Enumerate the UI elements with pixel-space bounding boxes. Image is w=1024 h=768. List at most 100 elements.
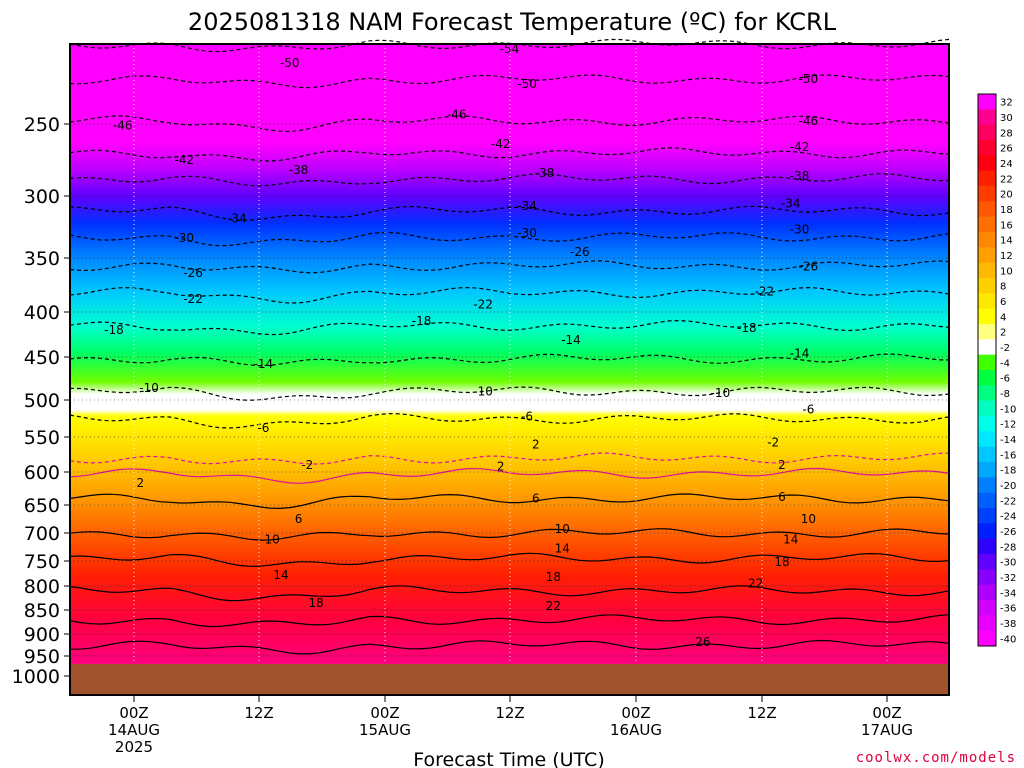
contour-label: -22 bbox=[473, 297, 493, 311]
contour-label: -46 bbox=[447, 107, 467, 121]
colorbar-swatch bbox=[978, 94, 996, 110]
colorbar-label: -22 bbox=[1000, 496, 1016, 507]
contour--14 bbox=[69, 353, 950, 367]
y-tick-label: 400 bbox=[24, 302, 60, 324]
contour-labels: -50 -54 -50 -50 -46 -46 -46 -42 -42 -42 -38 -38 -38 -… bbox=[104, 42, 818, 649]
contour-label: -38 bbox=[289, 163, 309, 177]
colorbar-label: -40 bbox=[1000, 634, 1016, 645]
contour-label: -50 bbox=[799, 72, 819, 86]
y-tick-label: 1000 bbox=[12, 666, 60, 688]
contour-label: -18 bbox=[412, 314, 432, 328]
contour-label: -34 bbox=[227, 211, 247, 225]
colorbar-swatch bbox=[978, 339, 996, 356]
contour-label: 18 bbox=[546, 570, 561, 584]
y-tick-label: 250 bbox=[24, 114, 60, 136]
y-tick-label: 800 bbox=[24, 576, 60, 598]
contour-label: 14 bbox=[555, 542, 570, 556]
colorbar-swatch bbox=[978, 278, 996, 294]
colorbar-swatch bbox=[978, 201, 996, 218]
x-tick-label: 00Z bbox=[119, 704, 148, 722]
contour-label: 10 bbox=[801, 512, 816, 526]
x-tick-label: 12Z bbox=[747, 704, 776, 722]
contour-label: 18 bbox=[774, 555, 789, 569]
y-tick-label: 900 bbox=[24, 624, 60, 646]
x-tick-label: 16AUG bbox=[610, 721, 662, 739]
contour-10 bbox=[69, 528, 950, 541]
colorbar-label: -2 bbox=[1000, 343, 1010, 354]
colorbar-label: -12 bbox=[1000, 420, 1016, 431]
contour-label: -46 bbox=[799, 114, 819, 128]
y-tick-label: 850 bbox=[24, 600, 60, 622]
colorbar-label: 32 bbox=[1000, 98, 1013, 109]
contour-label: 10 bbox=[555, 522, 570, 536]
colorbar-label: -18 bbox=[1000, 466, 1016, 477]
colorbar-label: -38 bbox=[1000, 619, 1016, 630]
contour-label: -30 bbox=[517, 226, 537, 240]
contour-label: -14 bbox=[790, 346, 810, 360]
colorbar-swatch bbox=[978, 370, 996, 386]
contour--18 bbox=[69, 319, 950, 336]
contour-label: -34 bbox=[517, 199, 537, 213]
colorbar-label: 12 bbox=[1000, 251, 1013, 262]
x-tick-label: 12Z bbox=[244, 704, 273, 722]
contour-label: -18 bbox=[737, 321, 757, 335]
colorbar-frame bbox=[977, 93, 997, 647]
credit-text: coolwx.com/models bbox=[856, 750, 1016, 766]
colorbar-label: 4 bbox=[1000, 312, 1006, 323]
colorbar-label: -34 bbox=[1000, 588, 1016, 599]
colorbar: 32 30 28 26 24 22 20 18 16 14 12 10 8 6 4 2 -2 -4 -6 -8 -10 -… bbox=[977, 93, 1016, 647]
y-tick-label: 700 bbox=[24, 523, 60, 545]
contour--6 bbox=[69, 412, 950, 429]
contour-label: 2 bbox=[136, 476, 144, 490]
colorbar-swatch bbox=[978, 247, 996, 264]
contour-26 bbox=[70, 639, 950, 655]
colorbar-label: 16 bbox=[1000, 220, 1013, 231]
contour-label: -10 bbox=[139, 381, 159, 395]
contour-22 bbox=[69, 614, 950, 628]
contour--38 bbox=[69, 173, 950, 187]
y-tick-label: 350 bbox=[24, 248, 60, 270]
contour-label: 6 bbox=[532, 491, 540, 505]
contour-label: -34 bbox=[781, 196, 801, 210]
colorbar-swatch bbox=[978, 462, 996, 478]
colorbar-swatch bbox=[978, 308, 996, 325]
y-tick-label: 650 bbox=[24, 495, 60, 517]
y-tick-label: 450 bbox=[24, 347, 60, 369]
colorbar-swatch bbox=[978, 232, 996, 248]
colorbar-label: -32 bbox=[1000, 573, 1016, 584]
contour-label: -50 bbox=[517, 77, 537, 91]
colorbar-label: -8 bbox=[1000, 389, 1010, 400]
colorbar-label: 28 bbox=[1000, 128, 1013, 139]
colorbar-swatch bbox=[978, 492, 996, 509]
colorbar-label: 26 bbox=[1000, 144, 1013, 155]
contour--46 bbox=[69, 115, 950, 133]
y-tick-label: 500 bbox=[24, 390, 60, 412]
x-tick-label: 14AUG bbox=[108, 721, 160, 739]
contour-label: 6 bbox=[295, 512, 303, 526]
x-tick-label: 17AUG bbox=[861, 721, 913, 739]
x-tick-label: 00Z bbox=[872, 704, 901, 722]
contour-label: -22 bbox=[755, 284, 775, 298]
x-tick-label: 00Z bbox=[621, 704, 650, 722]
contour-label: -14 bbox=[561, 333, 581, 347]
contour-label: 18 bbox=[308, 596, 323, 610]
colorbar-swatch bbox=[978, 446, 996, 463]
colorbar-swatch bbox=[978, 600, 996, 616]
contour--42 bbox=[69, 147, 950, 162]
contour--50 bbox=[69, 74, 950, 89]
contour-label: -38 bbox=[790, 169, 810, 183]
colorbar-label: -26 bbox=[1000, 527, 1016, 538]
contour-14 bbox=[69, 552, 950, 567]
colorbar-label: 18 bbox=[1000, 205, 1013, 216]
colorbar-swatch bbox=[978, 538, 996, 555]
colorbar-label: 2 bbox=[1000, 328, 1006, 339]
colorbar-label: -16 bbox=[1000, 450, 1016, 461]
colorbar-swatch bbox=[978, 400, 996, 417]
colorbar-swatch bbox=[978, 354, 996, 371]
contour-label: -10 bbox=[473, 384, 493, 398]
y-tick-label: 600 bbox=[24, 462, 60, 484]
contour-label: -10 bbox=[711, 386, 731, 400]
colorbar-label: -28 bbox=[1000, 542, 1016, 553]
contour-label: 22 bbox=[748, 577, 763, 591]
